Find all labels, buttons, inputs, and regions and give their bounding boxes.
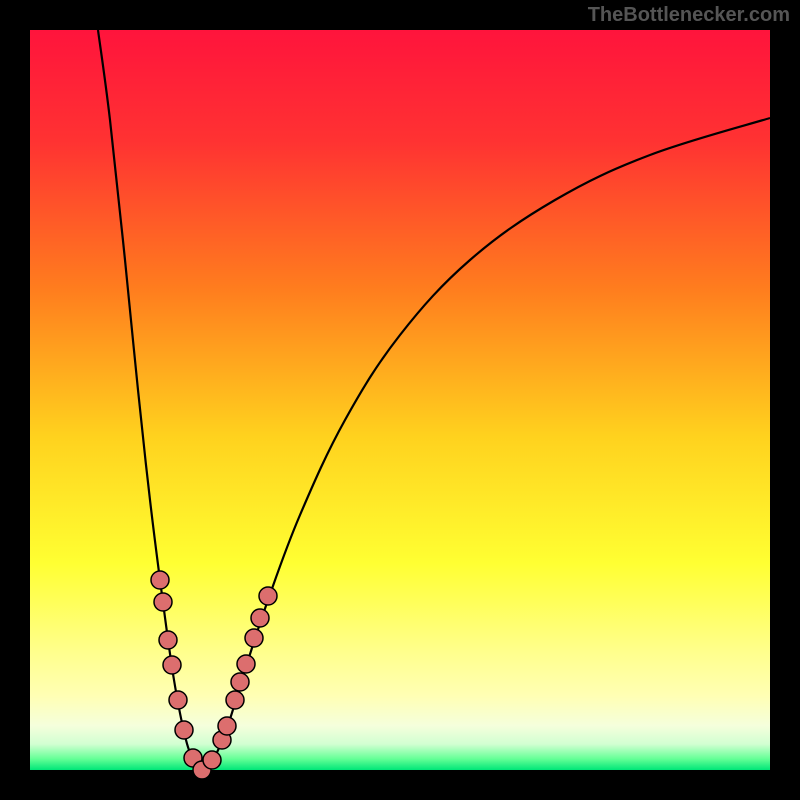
data-marker	[237, 655, 255, 673]
data-marker	[169, 691, 187, 709]
data-marker	[231, 673, 249, 691]
data-marker	[175, 721, 193, 739]
data-marker	[151, 571, 169, 589]
data-marker	[203, 751, 221, 769]
data-marker	[245, 629, 263, 647]
data-marker	[159, 631, 177, 649]
plot-area	[30, 30, 770, 770]
bottleneck-chart	[0, 0, 800, 800]
chart-container: TheBottlenecker.com	[0, 0, 800, 800]
data-marker	[259, 587, 277, 605]
data-marker	[251, 609, 269, 627]
data-marker	[218, 717, 236, 735]
data-marker	[154, 593, 172, 611]
watermark-text: TheBottlenecker.com	[588, 4, 790, 27]
data-marker	[226, 691, 244, 709]
data-marker	[163, 656, 181, 674]
